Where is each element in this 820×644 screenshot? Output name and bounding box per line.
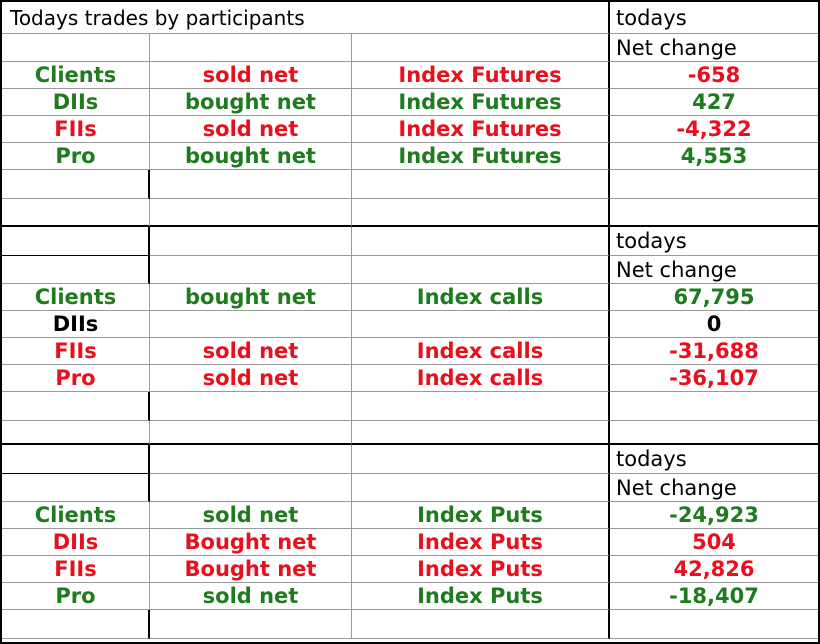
participant-name: FIIs xyxy=(2,556,150,583)
table-title: Todays trades by participants xyxy=(2,2,610,34)
trade-action: sold net xyxy=(150,502,352,529)
instrument-name: Index Futures xyxy=(352,89,610,116)
net-change-header-todays: todays xyxy=(610,227,818,256)
instrument-name: Index Futures xyxy=(352,62,610,89)
blank-cell xyxy=(2,474,150,502)
trade-action: Bought net xyxy=(150,556,352,583)
trade-action: sold net xyxy=(150,365,352,392)
blank-cell xyxy=(150,227,352,256)
net-change-value: -24,923 xyxy=(610,502,818,529)
instrument-name: Index calls xyxy=(352,365,610,392)
net-change-header-todays: todays xyxy=(610,445,818,474)
blank-cell xyxy=(610,421,818,445)
participant-name: Clients xyxy=(2,62,150,89)
instrument-name: Index calls xyxy=(352,338,610,365)
trade-action: Bought net xyxy=(150,529,352,556)
trade-action: bought net xyxy=(150,284,352,311)
participant-name: Pro xyxy=(2,583,150,610)
trade-action: bought net xyxy=(150,143,352,170)
participant-name: DIIs xyxy=(2,89,150,116)
participant-name: Pro xyxy=(2,143,150,170)
instrument-name: Index calls xyxy=(352,284,610,311)
blank-cell xyxy=(352,227,610,256)
blank-cell xyxy=(610,610,818,639)
trade-action xyxy=(150,311,352,338)
blank-cell xyxy=(610,199,818,227)
net-change-header-label: Net change xyxy=(610,34,818,62)
net-change-value: 67,795 xyxy=(610,284,818,311)
blank-cell xyxy=(352,392,610,421)
net-change-value: 427 xyxy=(610,89,818,116)
blank-cell xyxy=(150,445,352,474)
blank-cell xyxy=(2,170,150,199)
blank-cell xyxy=(352,34,610,62)
net-change-value: -658 xyxy=(610,62,818,89)
instrument-name: Index Futures xyxy=(352,116,610,143)
blank-cell xyxy=(2,199,150,227)
net-change-value: 504 xyxy=(610,529,818,556)
blank-cell xyxy=(610,170,818,199)
net-change-header-label: Net change xyxy=(610,474,818,502)
blank-cell xyxy=(352,256,610,284)
net-change-header-todays: todays xyxy=(610,2,818,34)
net-change-value: 4,553 xyxy=(610,143,818,170)
blank-cell xyxy=(2,256,150,284)
participant-name: Clients xyxy=(2,502,150,529)
blank-cell xyxy=(2,227,150,256)
blank-cell xyxy=(2,34,150,62)
blank-cell xyxy=(150,392,352,421)
trade-action: bought net xyxy=(150,89,352,116)
blank-cell xyxy=(352,170,610,199)
instrument-name: Index Puts xyxy=(352,529,610,556)
blank-cell xyxy=(150,170,352,199)
blank-cell xyxy=(352,474,610,502)
blank-cell xyxy=(150,256,352,284)
net-change-value: 42,826 xyxy=(610,556,818,583)
net-change-value: -31,688 xyxy=(610,338,818,365)
net-change-header-label: Net change xyxy=(610,256,818,284)
trade-action: sold net xyxy=(150,338,352,365)
blank-cell xyxy=(2,421,150,445)
participant-name: Clients xyxy=(2,284,150,311)
trade-action: sold net xyxy=(150,62,352,89)
participant-name: DIIs xyxy=(2,529,150,556)
trade-action: sold net xyxy=(150,583,352,610)
net-change-value: -36,107 xyxy=(610,365,818,392)
participant-name: FIIs xyxy=(2,338,150,365)
blank-cell xyxy=(150,34,352,62)
net-change-value: -18,407 xyxy=(610,583,818,610)
instrument-name: Index Futures xyxy=(352,143,610,170)
blank-cell xyxy=(150,199,352,227)
blank-cell xyxy=(352,199,610,227)
net-change-value: -4,322 xyxy=(610,116,818,143)
blank-cell xyxy=(2,610,150,639)
blank-cell xyxy=(352,610,610,639)
instrument-name: Index Puts xyxy=(352,502,610,529)
trade-action: sold net xyxy=(150,116,352,143)
blank-cell xyxy=(610,392,818,421)
blank-cell xyxy=(150,610,352,639)
instrument-name xyxy=(352,311,610,338)
participant-name: FIIs xyxy=(2,116,150,143)
instrument-name: Index Puts xyxy=(352,556,610,583)
net-change-value: 0 xyxy=(610,311,818,338)
blank-cell xyxy=(2,392,150,421)
blank-cell xyxy=(352,445,610,474)
blank-cell xyxy=(150,421,352,445)
instrument-name: Index Puts xyxy=(352,583,610,610)
participant-name: Pro xyxy=(2,365,150,392)
blank-cell xyxy=(352,421,610,445)
blank-cell xyxy=(2,445,150,474)
participant-name: DIIs xyxy=(2,311,150,338)
blank-cell xyxy=(150,474,352,502)
